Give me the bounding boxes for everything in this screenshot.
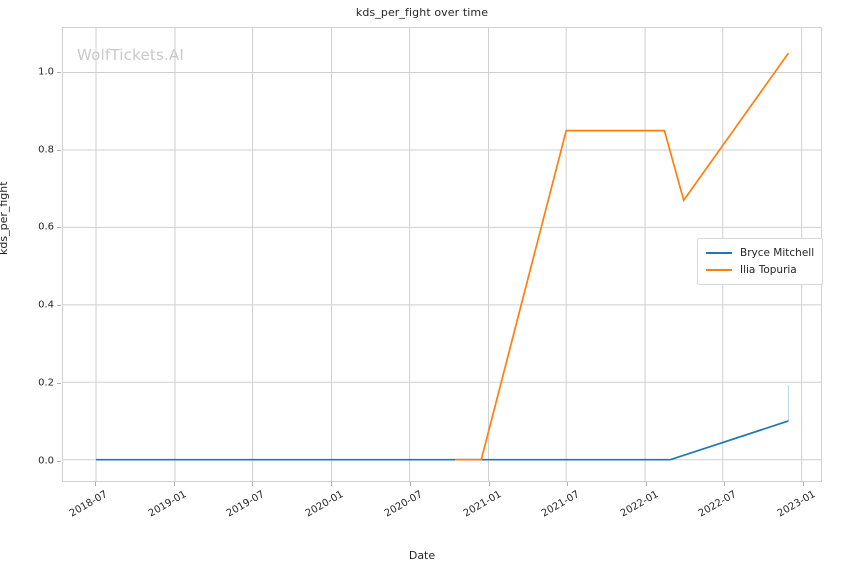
chart-legend[interactable]: Bryce Mitchell Ilia Topuria bbox=[697, 238, 824, 285]
y-axis-tick-mark bbox=[57, 227, 61, 229]
x-axis-tick-mark bbox=[566, 482, 568, 486]
x-axis-tick-mark bbox=[174, 482, 176, 486]
x-axis-tick-mark bbox=[409, 482, 411, 486]
x-axis-tick-label: 2023-01 bbox=[775, 489, 818, 520]
y-axis-tick-mark bbox=[57, 149, 61, 151]
legend-item[interactable]: Ilia Topuria bbox=[706, 261, 814, 278]
plot-area: WolfTickets.AI bbox=[62, 27, 822, 482]
legend-color-swatch bbox=[706, 268, 732, 271]
y-axis-tick-label: 0.4 bbox=[38, 299, 54, 311]
x-axis-label: Date bbox=[408, 549, 436, 562]
x-axis-tick-label: 2020-07 bbox=[382, 489, 425, 520]
data-series-layer bbox=[96, 52, 790, 461]
y-axis-tick-label: 0.2 bbox=[38, 377, 54, 389]
x-axis-tick-label: 2020-01 bbox=[304, 489, 346, 520]
watermark-layer: WolfTickets.AI bbox=[63, 28, 821, 481]
x-axis-tick-mark bbox=[331, 482, 333, 486]
x-axis-tick-mark bbox=[488, 482, 490, 486]
x-axis-tick-labels: 2018-07 2019-01 2019-07 2020-01 2020-07 2021-… bbox=[62, 482, 822, 552]
y-axis-tick-labels: 0.0 0.2 0.4 0.6 0.8 1.0 bbox=[0, 27, 54, 482]
y-axis-tick-mark bbox=[57, 71, 61, 73]
x-axis-tick-label: 2022-07 bbox=[696, 489, 738, 520]
series-line bbox=[96, 420, 789, 461]
chart-title: kds_per_fight over time bbox=[355, 6, 489, 19]
legend-item[interactable]: Bryce Mitchell bbox=[706, 244, 814, 261]
x-axis-tick-label: 2019-07 bbox=[224, 489, 267, 520]
legend-item-label: Bryce Mitchell bbox=[740, 246, 815, 259]
y-axis-tick-label: 0.6 bbox=[38, 221, 54, 233]
y-axis-tick-marks bbox=[0, 27, 62, 482]
y-axis-tick-mark bbox=[57, 305, 61, 307]
x-axis-tick-label: 2021-07 bbox=[539, 489, 582, 520]
legend-item-label: Ilia Topuria bbox=[740, 263, 797, 276]
x-axis-tick-label: 2021-01 bbox=[461, 489, 504, 520]
watermark-text: WolfTickets.AI bbox=[77, 46, 185, 64]
x-axis-tick-mark bbox=[645, 482, 647, 486]
x-axis-tick-label: 2018-07 bbox=[67, 489, 110, 520]
x-axis-tick-label: 2022-01 bbox=[618, 489, 661, 520]
legend-color-swatch bbox=[706, 251, 732, 254]
x-axis-tick-mark bbox=[95, 482, 97, 486]
y-axis-tick-label: 0.0 bbox=[38, 455, 54, 467]
y-axis-tick-label: 0.8 bbox=[38, 144, 54, 155]
x-axis-tick-label: 2019-01 bbox=[147, 489, 189, 520]
x-axis-tick-mark bbox=[802, 482, 804, 486]
y-axis-tick-mark bbox=[57, 382, 61, 384]
y-axis-tick-mark bbox=[57, 460, 61, 462]
x-axis-tick-mark bbox=[723, 482, 725, 486]
y-axis-tick-label: 1.0 bbox=[38, 66, 54, 78]
x-axis-tick-mark bbox=[252, 482, 254, 486]
series-line bbox=[455, 52, 790, 461]
